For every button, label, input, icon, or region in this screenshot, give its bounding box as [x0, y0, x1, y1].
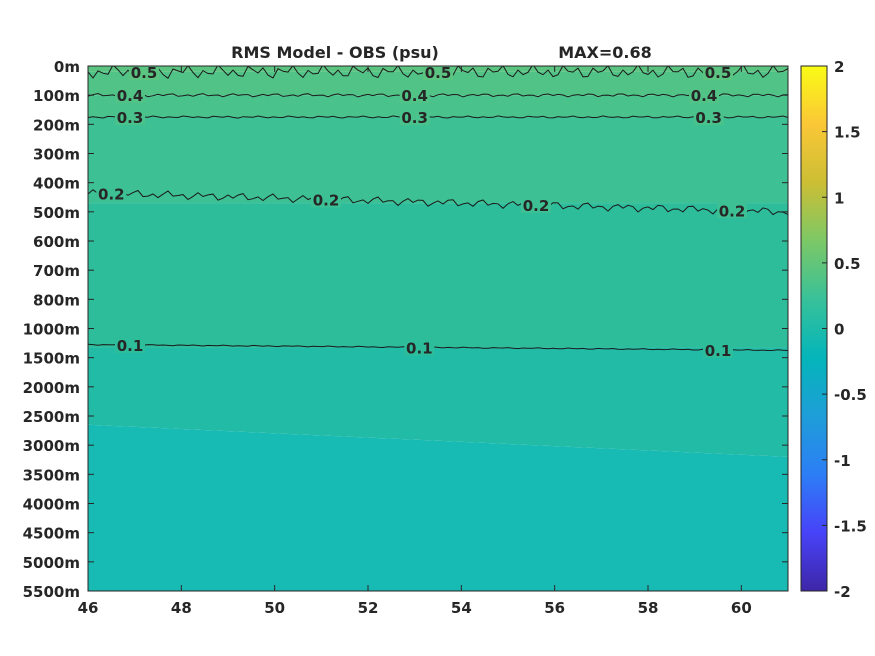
y-tick-label: 500m — [33, 204, 80, 222]
y-tick-label: 2500m — [23, 408, 80, 426]
y-tick-label: 5000m — [23, 554, 80, 572]
colorbar-tick-label: 0.5 — [834, 255, 861, 273]
colorbar-tick-label: 1.5 — [834, 124, 861, 142]
contour-label-bg — [404, 339, 435, 356]
contour-label-bg — [129, 66, 159, 80]
colorbar-tick-label: -2 — [834, 583, 851, 601]
contour-label: 0.3 — [695, 109, 722, 127]
y-tick-label: 4000m — [23, 496, 80, 514]
contour-line — [88, 92, 788, 98]
x-tick-label: 48 — [171, 599, 192, 617]
colorbar-tick-label: 1 — [834, 189, 844, 207]
y-tick-label: 1000m — [23, 321, 80, 339]
contour-fill-band — [88, 203, 788, 348]
y-tick-label: 0m — [54, 58, 80, 76]
colorbar-tick-label: -1.5 — [834, 517, 867, 535]
y-axis: 0m 100m 200m 300m 400m 500m 600m 700m 800m 1000m 1… — [23, 58, 788, 601]
contour-label: 0.2 — [313, 191, 340, 209]
chart-title: RMS Model - OBS (psu) — [231, 43, 439, 62]
y-tick-label: 100m — [33, 87, 80, 105]
x-tick-label: 46 — [78, 599, 99, 617]
contour-label-bg — [693, 109, 724, 126]
contour-label-bg — [423, 66, 453, 80]
colorbar-tick-label: 2 — [834, 58, 844, 76]
chart-max-label: MAX=0.68 — [558, 43, 652, 62]
contour-label: 0.1 — [117, 337, 144, 355]
contour-label: 0.4 — [691, 87, 718, 105]
colorbar-tick-label: 0 — [834, 321, 844, 339]
contour-label-bg — [399, 87, 430, 104]
contour-label-bg — [521, 197, 551, 214]
x-axis: 46 48 50 52 54 56 58 60 — [78, 66, 752, 617]
contour-label-bg — [115, 336, 145, 353]
contour-label: 0.5 — [131, 64, 158, 82]
contour-label-bg — [115, 87, 145, 104]
contour-line — [88, 189, 788, 216]
contour-label: 0.5 — [705, 64, 732, 82]
contour-fill-band — [88, 347, 788, 457]
contour-fill-band — [88, 424, 788, 591]
contour-line — [88, 115, 788, 119]
contour-label: 0.2 — [719, 202, 746, 220]
colorbar-axis: 2 1.5 1 0.5 0 -0.5 -1 -1.5 -2 — [822, 58, 867, 601]
contour-label-bg — [703, 341, 733, 358]
contour-label: 0.4 — [117, 87, 144, 105]
y-tick-label: 1500m — [23, 350, 80, 368]
contour-fill-band — [88, 95, 788, 118]
colorbar-tick-label: -0.5 — [834, 386, 867, 404]
y-tick-label: 600m — [33, 233, 80, 251]
contour-label-bg — [717, 202, 747, 219]
contour-label: 0.1 — [406, 339, 433, 357]
y-tick-label: 4500m — [23, 525, 80, 543]
y-tick-label: 3500m — [23, 466, 80, 484]
y-tick-label: 200m — [33, 116, 80, 134]
contour-label: 0.2 — [98, 186, 125, 204]
contour-fill-band — [88, 117, 788, 204]
contour-label: 0.4 — [401, 87, 428, 105]
contour-label: 0.3 — [117, 109, 144, 127]
colorbar-tick-label: -1 — [834, 452, 851, 470]
x-tick-label: 58 — [638, 599, 659, 617]
y-tick-label: 3000m — [23, 437, 80, 455]
contour-label: 0.3 — [401, 109, 428, 127]
contour-label-bg — [115, 109, 145, 126]
x-tick-label: 56 — [544, 599, 565, 617]
y-tick-label: 5500m — [23, 583, 80, 601]
x-tick-label: 54 — [451, 599, 472, 617]
contour-label: 0.2 — [523, 197, 550, 215]
y-tick-label: 300m — [33, 146, 80, 164]
contour-line — [88, 343, 788, 352]
contour-label-bg — [689, 87, 719, 104]
contour-label-bg — [399, 109, 430, 126]
y-tick-label: 400m — [33, 175, 80, 193]
contour-label-bg — [311, 191, 341, 208]
y-tick-label: 800m — [33, 291, 80, 309]
x-tick-label: 52 — [358, 599, 379, 617]
x-tick-label: 50 — [264, 599, 285, 617]
contour-label: 0.1 — [705, 342, 732, 360]
x-tick-label: 60 — [731, 599, 752, 617]
contour-label-bg — [703, 66, 733, 80]
contour-label: 0.5 — [425, 64, 452, 82]
contour-fill-band — [88, 71, 788, 96]
y-tick-label: 2000m — [23, 379, 80, 397]
plot-area: 0.5 0.5 0.5 0.4 0.4 0.4 0.3 0.3 0.3 0.2 0.2 0.2 0.2 0… — [88, 64, 788, 591]
contour-label-bg — [96, 185, 127, 202]
y-tick-label: 700m — [33, 262, 80, 280]
